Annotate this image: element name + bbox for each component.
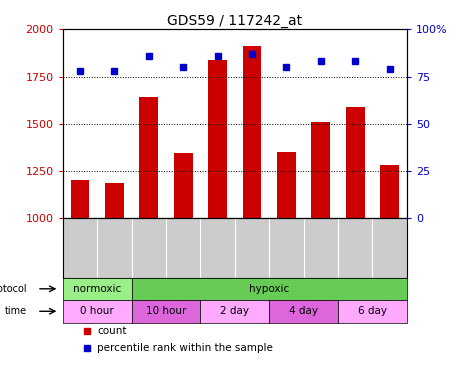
Text: count: count bbox=[97, 326, 126, 336]
Text: percentile rank within the sample: percentile rank within the sample bbox=[97, 343, 273, 353]
Bar bbox=[208, 60, 227, 219]
Text: 4 day: 4 day bbox=[289, 306, 318, 316]
Bar bbox=[132, 277, 407, 300]
Bar bbox=[71, 180, 89, 219]
Bar bbox=[200, 300, 269, 322]
Bar bbox=[243, 46, 261, 219]
Bar bbox=[140, 97, 158, 219]
Text: hypoxic: hypoxic bbox=[249, 284, 289, 294]
Bar bbox=[63, 300, 132, 322]
Bar bbox=[312, 122, 330, 219]
Text: time: time bbox=[5, 306, 27, 316]
Text: protocol: protocol bbox=[0, 284, 27, 294]
Bar bbox=[338, 300, 407, 322]
Bar bbox=[269, 300, 338, 322]
Text: 6 day: 6 day bbox=[358, 306, 387, 316]
Bar bbox=[380, 165, 399, 219]
Text: normoxic: normoxic bbox=[73, 284, 121, 294]
Text: 0 hour: 0 hour bbox=[80, 306, 114, 316]
Bar bbox=[132, 300, 200, 322]
Bar bbox=[63, 277, 132, 300]
Text: 10 hour: 10 hour bbox=[146, 306, 186, 316]
Bar bbox=[277, 152, 296, 219]
Bar bbox=[346, 107, 365, 219]
Bar bbox=[174, 153, 193, 219]
Title: GDS59 / 117242_at: GDS59 / 117242_at bbox=[167, 14, 302, 28]
Text: 2 day: 2 day bbox=[220, 306, 249, 316]
Bar bbox=[105, 183, 124, 219]
